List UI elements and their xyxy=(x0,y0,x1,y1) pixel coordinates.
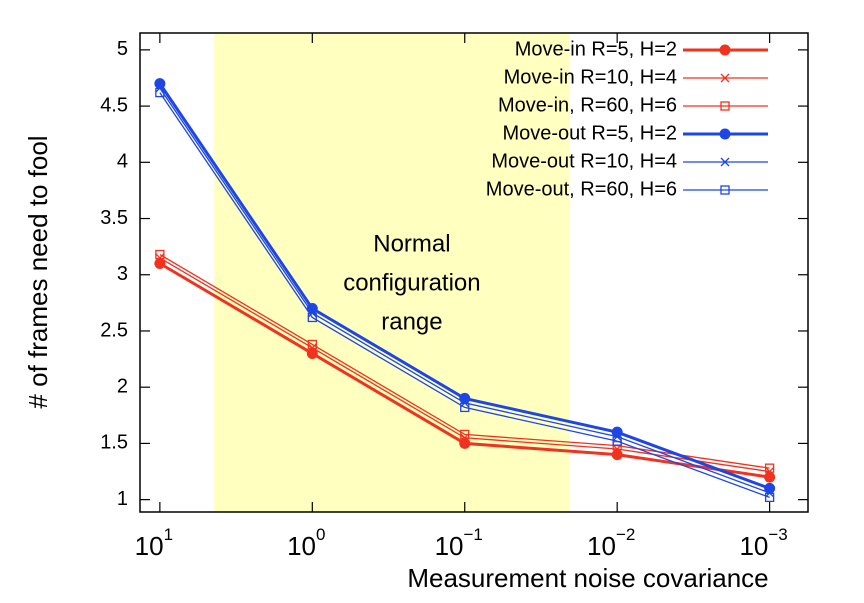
data-point xyxy=(764,463,775,473)
data-point xyxy=(307,312,317,323)
x-axis-label: Measurement noise covariance xyxy=(407,563,768,593)
data-point xyxy=(611,449,623,461)
data-point xyxy=(459,437,471,449)
legend-label: Move-in, R=60, H=6 xyxy=(498,94,677,116)
legend-marker xyxy=(719,128,731,140)
y-tick-label: 4 xyxy=(117,151,128,173)
data-point xyxy=(764,482,776,494)
data-point xyxy=(611,426,623,438)
y-tick-label: 2.5 xyxy=(100,319,128,341)
x-tick-base: 10 xyxy=(435,531,464,561)
legend-label: Move-out, R=60, H=6 xyxy=(486,178,677,200)
x-tick-exponent: 1 xyxy=(164,525,173,544)
legend-marker xyxy=(719,44,731,56)
y-tick-label: 3 xyxy=(117,263,128,285)
x-tick-label: 100 xyxy=(287,525,325,560)
y-tick-label: 1 xyxy=(117,488,128,510)
data-point xyxy=(460,402,470,413)
annotation: range xyxy=(381,308,442,335)
y-tick-label: 3.5 xyxy=(100,207,128,229)
x-tick-exponent: −1 xyxy=(464,525,483,544)
x-tick-exponent: −3 xyxy=(768,525,787,544)
legend-label: Move-in R=5, H=2 xyxy=(515,38,677,60)
x-tick-exponent: −2 xyxy=(616,525,635,544)
legend-marker xyxy=(720,101,730,111)
series-line xyxy=(159,92,770,498)
legend-label: Move-out R=10, H=4 xyxy=(491,150,677,172)
x-tick-base: 10 xyxy=(587,531,616,561)
annotation: Normal xyxy=(373,230,450,257)
legend-label: Move-out R=5, H=2 xyxy=(502,122,677,144)
data-point xyxy=(155,87,165,98)
x-tick-exponent: 0 xyxy=(316,525,325,544)
data-point xyxy=(155,249,165,260)
x-tick-base: 10 xyxy=(135,531,164,561)
legend-marker xyxy=(720,185,730,195)
annotation: configuration xyxy=(343,269,480,296)
data-point xyxy=(307,339,317,350)
data-point xyxy=(460,429,470,440)
x-tick-base: 10 xyxy=(287,531,316,561)
plot-frame xyxy=(139,32,809,513)
y-tick-label: 5 xyxy=(117,38,128,60)
series-line xyxy=(159,253,770,469)
y-tick-label: 1.5 xyxy=(100,432,128,454)
data-point xyxy=(612,436,622,446)
x-tick-label: 10−3 xyxy=(739,525,787,560)
shaded-region xyxy=(214,33,570,512)
legend-label: Move-in R=10, H=4 xyxy=(504,66,677,88)
x-tick-label: 101 xyxy=(135,525,173,560)
x-tick-label: 10−1 xyxy=(435,525,483,560)
y-axis-label: # of frames need to fool xyxy=(23,135,53,408)
x-tick-base: 10 xyxy=(739,531,768,561)
legend-marker xyxy=(720,73,730,83)
data-point xyxy=(764,492,775,503)
data-point xyxy=(154,78,166,90)
legend-marker xyxy=(720,157,730,167)
y-tick-label: 4.5 xyxy=(100,94,128,116)
data-point xyxy=(764,471,776,483)
y-tick-label: 2 xyxy=(117,375,128,397)
x-tick-label: 10−2 xyxy=(587,525,635,560)
data-point xyxy=(306,302,318,314)
